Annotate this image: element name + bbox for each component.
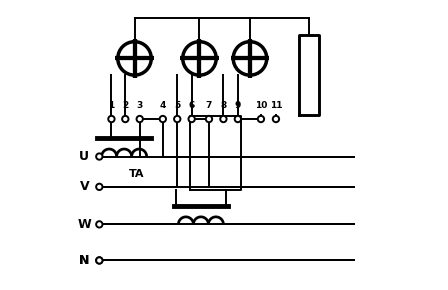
Circle shape (96, 184, 103, 190)
Text: N: N (79, 254, 90, 267)
Circle shape (96, 257, 103, 264)
Text: 7: 7 (206, 101, 212, 110)
Text: 11: 11 (270, 101, 282, 110)
Circle shape (174, 116, 181, 122)
Text: 5: 5 (174, 101, 181, 110)
Circle shape (206, 116, 212, 122)
Text: 6: 6 (189, 101, 195, 110)
Text: 10: 10 (255, 101, 267, 110)
Text: 2: 2 (122, 101, 129, 110)
Circle shape (235, 116, 241, 122)
Circle shape (122, 116, 129, 122)
Text: 1: 1 (108, 101, 115, 110)
Circle shape (108, 116, 115, 122)
Circle shape (137, 116, 143, 122)
Circle shape (258, 116, 264, 122)
Circle shape (273, 116, 279, 122)
Circle shape (159, 116, 166, 122)
Circle shape (189, 116, 195, 122)
Text: 3: 3 (137, 101, 143, 110)
Circle shape (96, 257, 103, 264)
Text: 4: 4 (159, 101, 166, 110)
Text: U: U (79, 150, 89, 163)
Text: N: N (79, 254, 90, 267)
Text: 9: 9 (235, 101, 241, 110)
Circle shape (96, 221, 103, 228)
Text: 8: 8 (220, 101, 227, 110)
Text: TA: TA (129, 169, 144, 179)
Circle shape (96, 153, 103, 160)
Text: V: V (79, 180, 89, 193)
Circle shape (220, 116, 227, 122)
Text: W: W (78, 218, 91, 231)
